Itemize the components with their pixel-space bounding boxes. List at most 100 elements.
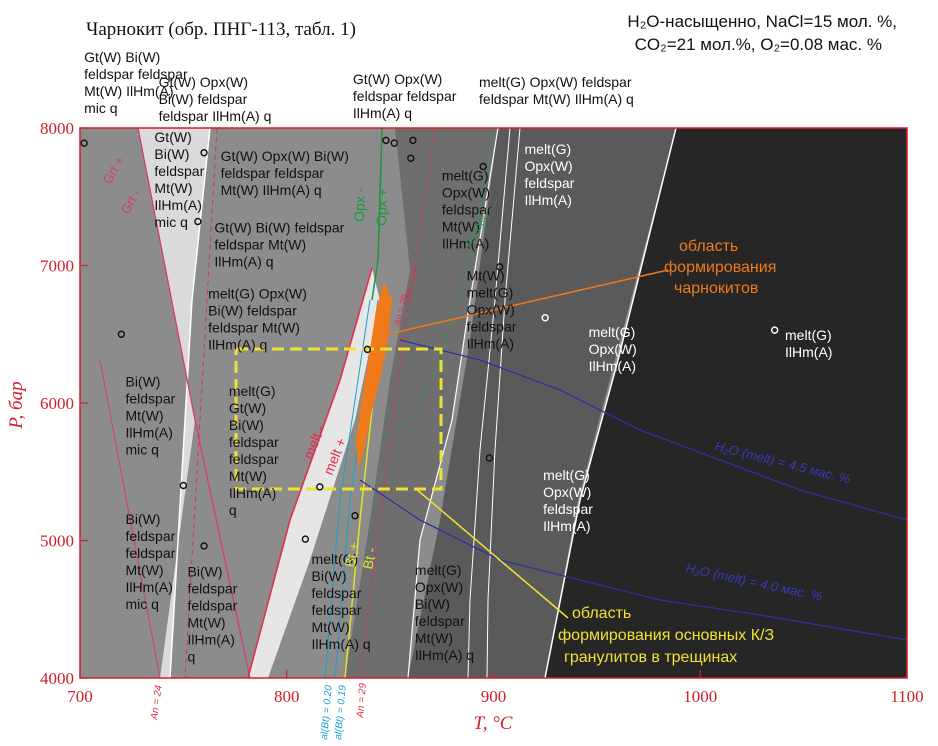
point-marker [200, 149, 208, 157]
field-label-line: IlHm(A) [125, 579, 172, 595]
field-label-line: feldspar feldspar [353, 88, 457, 104]
y-tick-label: 5000 [40, 532, 74, 551]
field-label-line: feldspar [312, 602, 362, 618]
field-label-line: Gt(W) [154, 129, 191, 145]
granulite-box [234, 347, 443, 491]
field-label-line: feldspar feldspar [221, 165, 325, 181]
y-tick-label: 7000 [40, 257, 74, 276]
field-label-line: melt(G) [589, 324, 636, 340]
field-label-line: Gt(W) [229, 400, 266, 416]
field-label-line: melt(G) Opx(W) feldspar [479, 74, 632, 90]
field-label-line: Mt(W) [125, 408, 163, 424]
callout-charnockite-line-1: область [679, 238, 738, 255]
callout-granulite-line-1: область [572, 605, 631, 622]
isopleth-al020 [324, 299, 371, 678]
isopleth-an24-left [184, 128, 218, 678]
field-label-line: IlHm(A) [125, 425, 172, 441]
field-label-line: feldspar [188, 580, 238, 596]
field-label-line: Mt(W) [154, 180, 192, 196]
field-label-line: Opx(W) [442, 184, 490, 200]
field-label-f18: melt(G)Opx(W)IlHm(A) [589, 324, 637, 374]
field-label-line: melt(G) [312, 551, 359, 567]
field-label-line: Mt(W) [229, 468, 267, 484]
field-label-line: feldspar [415, 613, 465, 629]
field-label-line: Mt(W) IlHm(A) q [221, 182, 322, 198]
callout-granulite: область формирования основных К/З гранул… [558, 605, 774, 666]
field-label-line: melt(G) Opx(W) [208, 286, 307, 302]
field-label-line: feldspar [154, 163, 204, 179]
point-marker [80, 139, 88, 147]
field-label-line: feldspar [229, 451, 279, 467]
field-label-line: IlHm(A) q [208, 337, 267, 353]
reaction-label-opx-minus: Opx - [351, 187, 368, 222]
x-tick-label: 1000 [683, 687, 717, 706]
callout-charnockite: область формирования чарнокитов [664, 238, 776, 297]
point-marker [770, 326, 779, 334]
field-label-line: feldspar [125, 545, 175, 561]
y-tick-label: 4000 [40, 669, 74, 688]
field-label-line: feldspar [467, 319, 517, 335]
field-label-line: q [188, 648, 196, 664]
field-label-line: Mt(W) [442, 218, 480, 234]
field-label-line: feldspar [312, 585, 362, 601]
x-tick-label: 900 [481, 687, 507, 706]
callout-charnockite-line-2: формирования [664, 259, 776, 276]
field-label-line: Gt(W) Opx(W) [159, 74, 248, 90]
boundary-white-2 [544, 128, 677, 678]
field-label-f20: melt(G)IlHm(A) [785, 327, 832, 360]
field-darkest [545, 128, 907, 678]
field-label-line: IlHm(A) [589, 358, 636, 374]
field-label-line: feldspar [442, 201, 492, 217]
field-label-line: Mt(W) [188, 614, 226, 630]
field-label-line: feldspar [229, 434, 279, 450]
field-label-line: Bi(W) [154, 146, 189, 162]
field-label-line: melt(G) [543, 467, 590, 483]
field-label-line: Gt(W) Opx(W) Bi(W) [221, 148, 349, 164]
field-label-line: Bi(W) [188, 563, 223, 579]
isopleth-an29 [359, 399, 396, 678]
field-label-line: IlHm(A) [467, 336, 514, 352]
field-label-line: IlHm(A) [154, 197, 201, 213]
point-marker [541, 314, 549, 322]
field-label-line: Opx(W) [415, 579, 463, 595]
y-tick-label: 6000 [40, 394, 74, 413]
isopleth-label-an24-left: An = 24 [149, 684, 165, 721]
isopleth-label-al020: al(Bt) = 0.20 [319, 684, 335, 740]
conditions-line-1: H₂O-насыщенно, NaCl=15 мол. %, [627, 12, 897, 31]
reaction-label-bt-minus: Bt - [359, 546, 379, 571]
x-axis-title: T, °C [474, 713, 513, 734]
field-label-line: IlHm(A) q [312, 636, 371, 652]
leader-granulite [414, 487, 569, 619]
field-label-line: IlHm(A) q [214, 254, 273, 270]
isopleth-an24-right [394, 129, 436, 401]
field-label-line: Opx(W) [543, 484, 591, 500]
field-label-line: feldspar [125, 391, 175, 407]
x-tick-label: 800 [274, 687, 300, 706]
boundary-grt [137, 128, 251, 678]
field-label-line: IlHm(A) [525, 192, 572, 208]
field-label-line: Gt(W) Bi(W) feldspar [214, 220, 344, 236]
field-label-line: feldspar IlHm(A) q [159, 108, 272, 124]
boundary-opx [371, 128, 383, 301]
point-marker [407, 154, 415, 162]
point-marker [382, 136, 390, 145]
x-tick-label: 700 [67, 687, 93, 706]
field-label-line: Gt(W) Bi(W) [84, 49, 160, 65]
point-marker [409, 136, 417, 145]
field-label-line: Mt(W) [125, 562, 163, 578]
boundary-white-1 [169, 128, 211, 678]
field-label-line: melt(G) [467, 285, 514, 301]
callout-granulite-line-3: гранулитов в трещинах [564, 649, 737, 666]
field-label-line: feldspar feldspar [84, 66, 188, 82]
field-light-gt [138, 128, 210, 678]
y-axis-title: P, бар [6, 381, 27, 429]
field-label-line: Opx(W) [589, 341, 637, 357]
field-label-line: Bi(W) [125, 374, 160, 390]
point-marker [496, 263, 504, 271]
